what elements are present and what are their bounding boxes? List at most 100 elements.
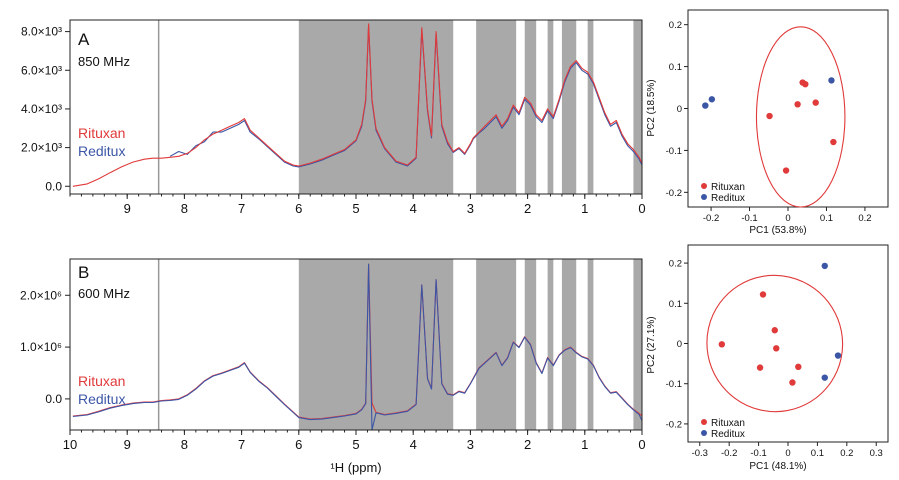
point-rituxan [795, 363, 802, 371]
x-tick-label: 0.1 [811, 448, 824, 459]
plot-frame [687, 244, 889, 443]
y-tick-label: 0.2 [669, 259, 682, 270]
x-tick-label: -0.1 [741, 213, 757, 224]
point-reditux [828, 77, 835, 84]
y-tick-label: 0.0 [45, 392, 62, 406]
plot-frame [687, 9, 889, 208]
y-tick-label: 0.1 [669, 299, 682, 310]
legend-rituxan: Rituxan [78, 373, 125, 389]
x-tick-label: 9 [124, 201, 131, 216]
point-rituxan [773, 345, 780, 352]
excluded-region [633, 259, 642, 430]
confidence-ellipse [706, 274, 844, 413]
point-reditux [708, 96, 716, 103]
excluded-region [524, 20, 537, 194]
y-tick-label: 0 [677, 339, 682, 350]
x-tick-label: 8 [181, 437, 188, 452]
x-tick-label: 4 [410, 201, 417, 216]
x-tick-label: 0.2 [840, 448, 853, 459]
point-rituxan [802, 80, 809, 88]
point-rituxan [789, 379, 796, 386]
legend-marker-rituxan [701, 183, 707, 189]
x-axis-label: ¹H (ppm) [330, 460, 381, 475]
x-tick-label: 8 [181, 201, 188, 216]
legend-marker-rituxan [701, 419, 707, 425]
x-tick-label: 0 [638, 201, 645, 216]
x-tick-label: -0.2 [721, 448, 737, 459]
series-line-reditux [169, 25, 643, 168]
legend-reditux: Reditux [78, 143, 125, 159]
y-tick-label: 1.0×10⁶ [20, 340, 62, 354]
x-tick-label: 2 [524, 201, 531, 216]
point-rituxan [782, 167, 790, 174]
y-tick-label: -0.1 [666, 146, 682, 157]
x-tick-label: 5 [352, 201, 359, 216]
point-rituxan [794, 101, 801, 108]
point-rituxan [766, 112, 773, 120]
point-rituxan [830, 138, 837, 146]
excluded-region [561, 259, 577, 430]
pca-scatter-top: PC1 (53.8%) PC2 (18.5%) Rituxan Reditux … [646, 9, 889, 236]
x-axis-label: PC1 (48.1%) [749, 461, 806, 472]
x-tick-label: 3 [467, 437, 474, 452]
x-tick-label: 0.3 [870, 448, 883, 459]
excluded-region [547, 259, 554, 430]
x-tick-label: 7 [238, 201, 245, 216]
x-tick-label: -0.1 [750, 448, 766, 459]
x-tick-label: 0 [785, 448, 790, 459]
point-rituxan [771, 327, 778, 334]
excluded-region [633, 20, 642, 194]
series-line-rituxan [72, 23, 643, 187]
x-tick-label: 4 [410, 437, 417, 452]
x-tick-label: 5 [352, 437, 359, 452]
y-axis-label: PC2 (18.5%) [646, 79, 657, 136]
panel-letter: A [78, 30, 90, 49]
legend-rituxan: Rituxan [78, 125, 125, 141]
y-tick-label: 2.0×10⁶ [20, 288, 62, 302]
y-tick-label: 0 [677, 104, 682, 115]
y-tick-label: 4.0×10³ [21, 102, 62, 116]
excluded-region [561, 20, 577, 194]
x-tick-label: 0 [638, 437, 645, 452]
point-reditux [821, 374, 828, 381]
y-tick-label: 0.2 [669, 20, 682, 31]
x-tick-label: 1 [581, 437, 588, 452]
y-tick-label: 6.0×10³ [21, 63, 62, 77]
x-tick-label: 3 [467, 201, 474, 216]
excluded-region [587, 20, 594, 194]
legend-rituxan: Rituxan [711, 182, 745, 193]
y-tick-label: 0.1 [669, 62, 682, 73]
point-reditux [702, 102, 709, 109]
excluded-region [547, 20, 554, 194]
excluded-region [298, 20, 454, 194]
x-tick-label: 6 [295, 201, 302, 216]
point-rituxan [756, 364, 764, 371]
pca-scatter-bottom: PC1 (48.1%) PC2 (27.1%) Rituxan Reditux … [646, 244, 889, 472]
x-tick-label: 0.2 [858, 213, 871, 224]
point-reditux [834, 352, 842, 359]
y-tick-label: -0.2 [666, 419, 682, 430]
legend-reditux: Reditux [711, 193, 745, 204]
confidence-ellipse [755, 26, 846, 208]
panel-letter: B [78, 263, 89, 282]
point-reditux [821, 262, 828, 270]
excluded-region [476, 259, 517, 430]
field-strength-label: 600 MHz [78, 286, 130, 301]
spectrum-panel-b: B 600 MHz Rituxan Reditux ¹H (ppm) 2.0×1… [20, 258, 646, 475]
x-tick-label: 7 [238, 437, 245, 452]
point-rituxan [759, 291, 767, 298]
excluded-region [298, 259, 454, 430]
legend-reditux: Reditux [78, 391, 125, 407]
spectrum-panel-a: A 850 MHz Rituxan Reditux 8.0×10³ 6.0×10³… [21, 19, 646, 216]
x-tick-label: -0.3 [692, 448, 708, 459]
x-tick-label: -0.2 [703, 213, 719, 224]
y-tick-label: 2.0×10³ [21, 141, 62, 155]
legend-marker-reditux [701, 194, 707, 200]
y-axis-label: PC2 (27.1%) [646, 316, 657, 373]
y-tick-label: -0.1 [666, 379, 682, 390]
x-tick-label: 2 [524, 437, 531, 452]
field-strength-label: 850 MHz [78, 54, 130, 69]
x-tick-label: 0.1 [820, 213, 833, 224]
x-tick-label: 6 [295, 437, 302, 452]
